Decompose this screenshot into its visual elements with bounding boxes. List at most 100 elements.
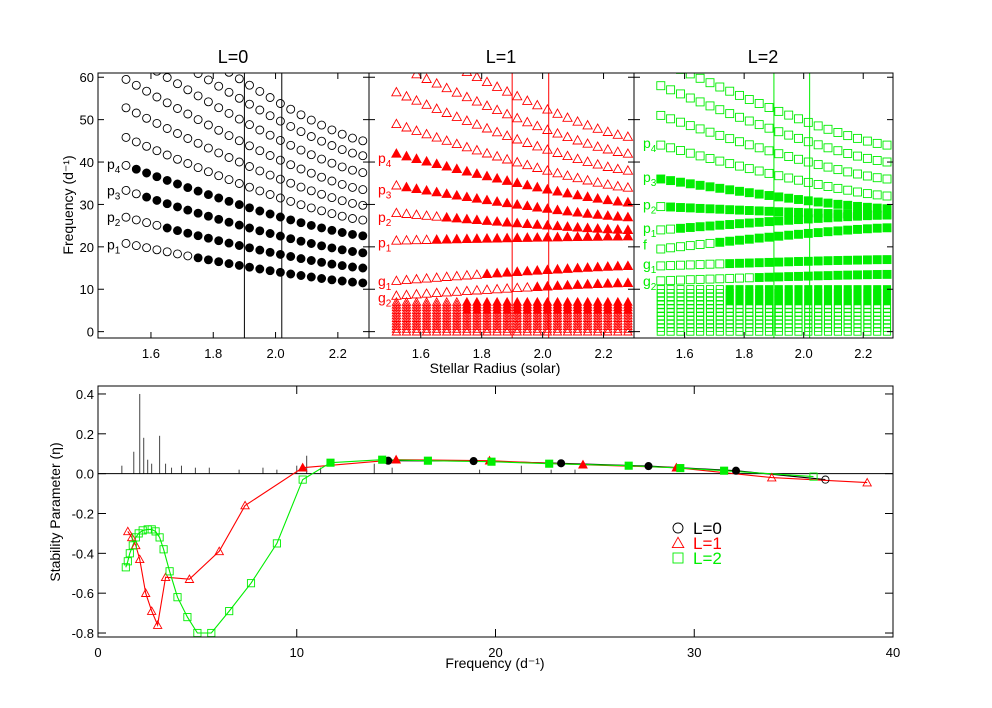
mode-point (306, 150, 316, 160)
mode-point (521, 232, 533, 242)
mode-point (705, 221, 715, 231)
mode-point (317, 154, 327, 164)
mode-point (531, 281, 543, 291)
stability-frame (97, 385, 894, 638)
mode-point (234, 200, 244, 210)
mode-point (803, 228, 813, 238)
mode-point (774, 171, 784, 181)
mode-point (622, 224, 634, 235)
mode-point (542, 144, 553, 154)
mode-point (521, 265, 533, 276)
mode-point (512, 315, 523, 325)
mode-point (391, 148, 402, 158)
mode-point (184, 63, 192, 71)
mode-point (255, 166, 265, 176)
mode-point (401, 90, 412, 101)
mode-point (471, 118, 483, 129)
mode-point (764, 103, 774, 112)
mode-point (774, 127, 784, 137)
mode-point (531, 219, 543, 229)
mode-point (522, 296, 533, 306)
mode-point (552, 185, 563, 196)
mode-point (481, 147, 493, 158)
mode-point (794, 271, 803, 281)
mode-point (431, 77, 443, 88)
mode-point (872, 255, 882, 265)
mode-point (296, 182, 306, 192)
mode-point (492, 323, 502, 333)
mode-point (461, 91, 473, 102)
mode-point (152, 220, 162, 230)
mode-point (203, 167, 213, 177)
mode-point (391, 321, 402, 331)
mode-point (622, 164, 634, 175)
mode-point (725, 273, 735, 283)
mode-point (532, 326, 543, 336)
mode-point (552, 108, 563, 118)
mode-point (391, 118, 402, 129)
mode-point (441, 160, 453, 171)
mode-point (725, 185, 735, 195)
mode-point (592, 310, 603, 320)
mode-point (676, 146, 685, 155)
mode-point (224, 131, 234, 141)
mode-point (471, 95, 483, 106)
observed-spectrum (121, 393, 576, 474)
stability-point (165, 567, 174, 576)
mode-point (337, 276, 347, 286)
mode-point (502, 326, 513, 336)
stability-point (821, 475, 830, 484)
mode-point (451, 286, 463, 296)
stability-point (676, 464, 685, 473)
mode-point (296, 236, 306, 246)
mode-point (431, 310, 442, 320)
mode-point (592, 278, 604, 289)
mode-point (592, 123, 604, 133)
mode-point (774, 216, 784, 226)
mode-point (562, 318, 573, 328)
y-tick-label: 0.4 (76, 387, 94, 402)
mode-point (358, 200, 368, 210)
mode-point (552, 204, 563, 215)
mode-point (542, 313, 553, 322)
mode-point (562, 205, 573, 216)
y-tick-label: 50 (80, 113, 94, 128)
mode-point (391, 302, 402, 312)
x-tick-label: 2.2 (595, 346, 613, 361)
mode-point (531, 181, 543, 192)
mode-point (833, 183, 843, 193)
legend-marker (671, 536, 685, 549)
mode-point (441, 286, 453, 297)
mode-point (421, 296, 432, 306)
mode-point (511, 266, 523, 276)
mode-point (744, 258, 754, 268)
mode-point (451, 299, 462, 309)
y-tick-label: 0.2 (76, 427, 94, 442)
mode-point (695, 151, 705, 161)
mode-point (491, 267, 503, 278)
mode-point (843, 185, 853, 195)
mode-point (401, 310, 412, 320)
mode-point (532, 310, 543, 320)
stability-ticks: 0 10 20 30 40 0.4 0.2 0.0 -0.2 -0.4 -0.6 -0.8 (72, 386, 900, 660)
mode-point (441, 323, 452, 333)
mode-point (592, 192, 604, 203)
mode-point (695, 222, 705, 232)
mode-point (451, 163, 463, 174)
mode-point (214, 257, 224, 267)
mode-point (676, 89, 685, 99)
stability-point (423, 456, 432, 465)
mode-point (511, 112, 523, 123)
mode-point (411, 73, 422, 79)
x-tick-label: 2.0 (795, 346, 813, 361)
mode-point (296, 254, 306, 264)
mode-point (275, 135, 285, 145)
mode-point (265, 151, 275, 160)
mode-point (803, 137, 813, 147)
mode-point (512, 313, 523, 322)
top-x-axis-label: Stellar Radius (solar) (430, 360, 561, 376)
mode-label: p2 (643, 196, 657, 216)
mode-point (572, 279, 583, 289)
mode-point (286, 252, 296, 261)
